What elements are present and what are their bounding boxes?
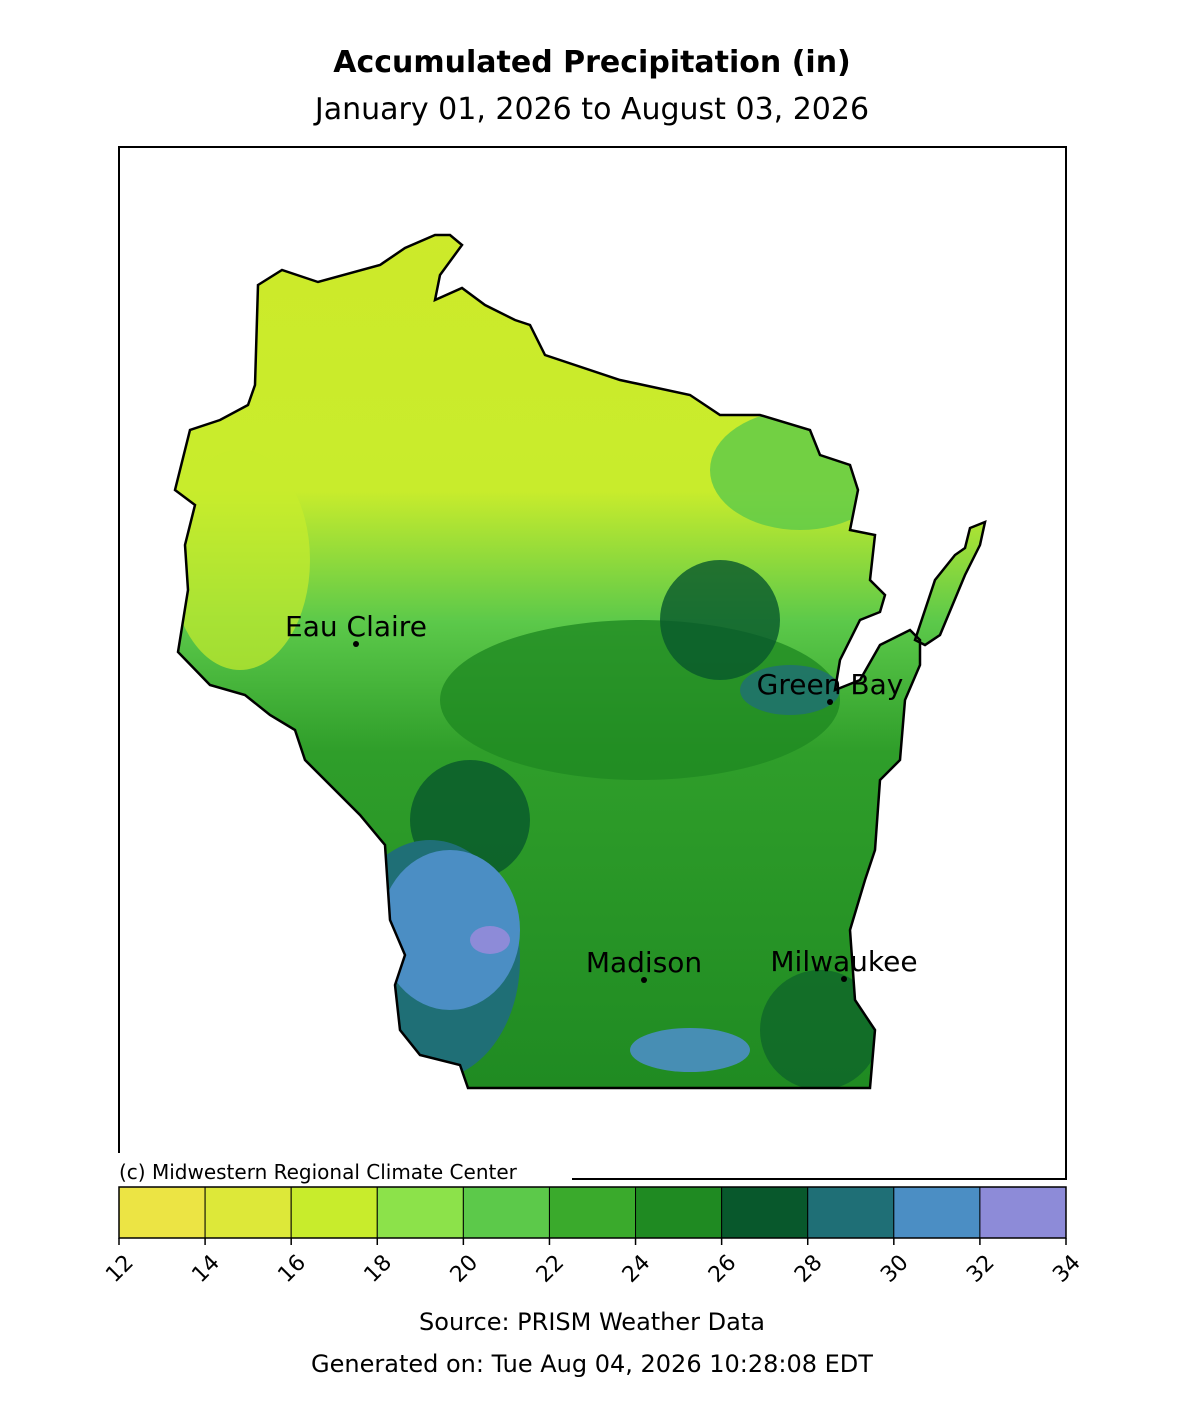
map-frame — [118, 146, 1067, 1180]
colorbar-swatch — [807, 1186, 895, 1239]
title: Accumulated Precipitation (in) — [333, 45, 851, 80]
credit: (c) Midwestern Regional Climate Center — [119, 1160, 518, 1184]
colorbar-tick-label: 18 — [360, 1250, 397, 1287]
source: Source: PRISM Weather Data — [419, 1308, 765, 1336]
state-outline — [173, 233, 987, 1090]
city-dot — [353, 641, 359, 647]
subtitle: January 01, 2026 to August 03, 2026 — [313, 92, 869, 127]
colorbar-tick-label: 26 — [704, 1250, 741, 1287]
colorbar-swatch — [548, 1186, 637, 1239]
colorbar-swatch — [721, 1186, 809, 1239]
colorbar-tick-label: 32 — [962, 1250, 999, 1287]
city-label: Green Bay — [757, 668, 904, 701]
colorbar-tick-label: 12 — [101, 1250, 138, 1287]
city-dot — [841, 976, 847, 982]
colorbar-swatch — [462, 1186, 550, 1239]
city-label: Milwaukee — [770, 945, 917, 978]
colorbar-frame — [118, 1186, 1067, 1239]
colorbar-swatch — [290, 1186, 378, 1239]
colorbar-tick-label: 14 — [187, 1250, 224, 1287]
city-dot — [641, 977, 647, 983]
colorbar-tick-label: 24 — [618, 1250, 655, 1287]
colorbar-tick-label: 22 — [532, 1250, 569, 1287]
colorbar-swatch — [204, 1186, 292, 1239]
colorbar-tick-label: 28 — [790, 1250, 827, 1287]
colorbar-swatch — [376, 1186, 464, 1239]
city-dot — [827, 699, 833, 705]
colorbar-tick-label: 16 — [274, 1250, 311, 1287]
city-label: Madison — [586, 946, 702, 979]
colorbar-tick-label: 30 — [876, 1250, 913, 1287]
city-label: Eau Claire — [285, 610, 427, 643]
colorbar-tick-label: 20 — [446, 1250, 483, 1287]
colorbar-swatch — [979, 1186, 1067, 1239]
colorbar-swatch — [635, 1186, 723, 1239]
colorbar-swatch — [893, 1186, 981, 1239]
generated: Generated on: Tue Aug 04, 2026 10:28:08 … — [311, 1350, 873, 1378]
colorbar-swatch — [118, 1186, 206, 1239]
colorbar-tick-label: 34 — [1048, 1250, 1085, 1287]
